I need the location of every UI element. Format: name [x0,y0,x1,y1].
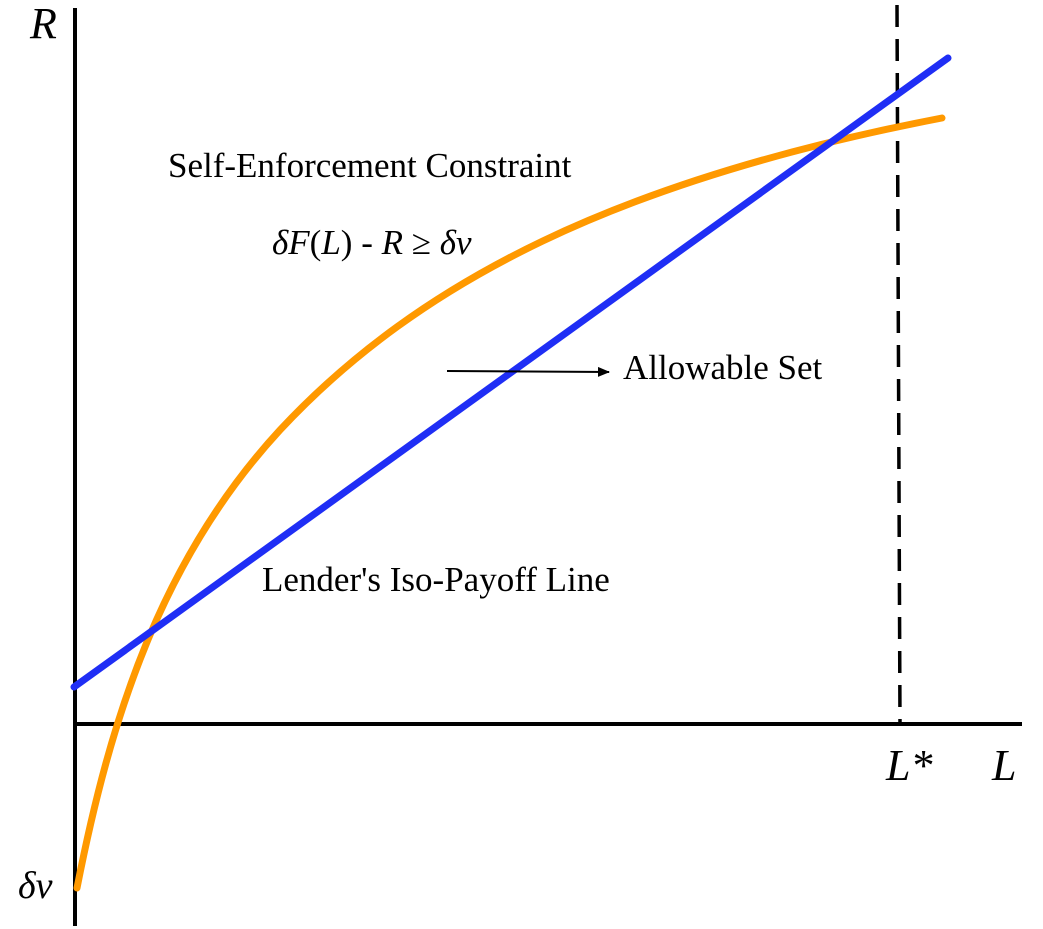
ineq-minus: - [352,223,381,262]
y-axis-label: R [29,0,57,48]
lstar-label: L* [885,741,932,790]
self-enforcement-curve [73,114,946,892]
ineq-open-paren: ( [310,223,322,262]
ineq-delta-2: δ [440,223,457,262]
self-enforcement-title: Self-Enforcement Constraint [168,146,572,185]
x-axis-label: L [991,741,1016,790]
constraint-inequality: δF(L) - R ≥ δv [272,223,472,262]
ineq-geq: ≥ [403,223,440,262]
iso-payoff-title: Lender's Iso-Payoff Line [262,560,610,599]
ineq-L: L [320,223,340,262]
allowable-set-arrow [446,366,610,377]
origin-intercept-label: δv [18,865,53,907]
allowable-set-label: Allowable Set [623,348,823,387]
ineq-v: v [456,223,472,262]
ineq-F: F [287,223,310,262]
lstar-dashed-line [895,4,902,725]
iso-payoff-line [70,54,952,691]
ineq-delta-1: δ [272,223,289,262]
ineq-R: R [381,223,403,262]
ineq-close-paren: ) [341,223,353,262]
